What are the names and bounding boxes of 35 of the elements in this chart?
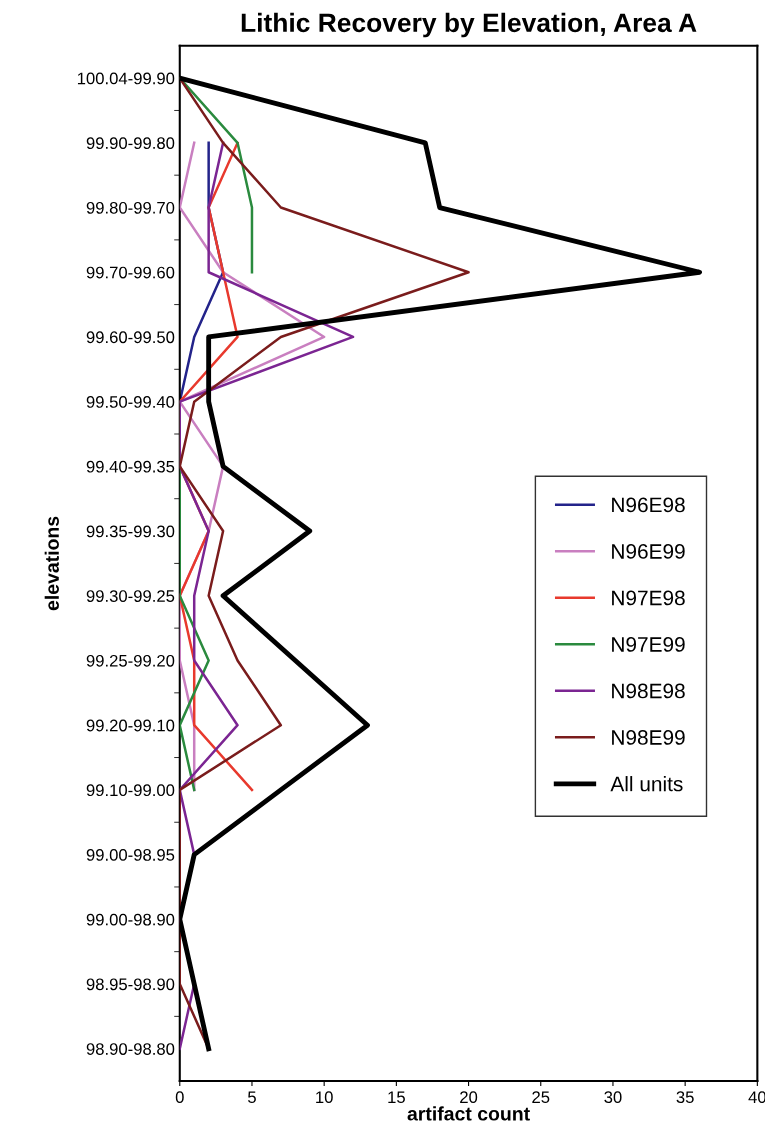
x-tick-label: 30 (604, 1091, 622, 1104)
x-tick-label: 40 (748, 1091, 765, 1104)
y-tick-label: 99.35-99.30 (86, 525, 175, 538)
y-tick-label: 98.95-98.90 (86, 978, 175, 991)
chart-title: Lithic Recovery by Elevation, Area A (241, 12, 697, 38)
legend-label: All units (610, 776, 683, 792)
legend-label: N97E99 (612, 637, 685, 652)
legend-label: N96E99 (612, 544, 685, 559)
x-axis-title: artifact count (407, 1106, 530, 1121)
y-tick-label: 99.20-99.10 (86, 719, 175, 732)
x-tick-label: 15 (388, 1091, 405, 1104)
y-tick-label: 98.90-98.80 (86, 1043, 175, 1055)
y-tick-label: 99.50-99.40 (86, 396, 175, 408)
y-tick-label: 99.25-99.20 (86, 654, 175, 667)
y-tick-label: 100.04-99.90 (77, 72, 175, 85)
y-axis-title: elevations (44, 516, 59, 611)
y-tick-label: 99.90-99.80 (86, 137, 175, 150)
x-tick-label: 25 (532, 1091, 550, 1104)
legend-label: N98E99 (612, 730, 685, 745)
legend-label: N96E98 (612, 497, 685, 513)
x-tick-label: 0 (175, 1091, 184, 1104)
y-tick-label: 99.40-99.35 (86, 460, 175, 473)
x-tick-label: 35 (676, 1091, 694, 1104)
y-tick-label: 99.80-99.70 (86, 201, 175, 214)
y-tick-label: 99.10-99.00 (86, 784, 175, 797)
y-tick-label: 99.60-99.50 (86, 331, 175, 344)
y-tick-label: 99.00-98.95 (86, 849, 175, 861)
legend-label: N98E98 (612, 683, 685, 699)
y-tick-label: 99.00-98.90 (86, 913, 175, 926)
y-tick-label: 99.70-99.60 (86, 266, 175, 279)
x-tick-label: 20 (460, 1091, 478, 1104)
y-tick-label: 99.30-99.25 (86, 590, 175, 602)
legend-label: N97E98 (612, 590, 685, 606)
x-tick-label: 10 (316, 1091, 333, 1104)
x-tick-label: 5 (248, 1091, 256, 1104)
